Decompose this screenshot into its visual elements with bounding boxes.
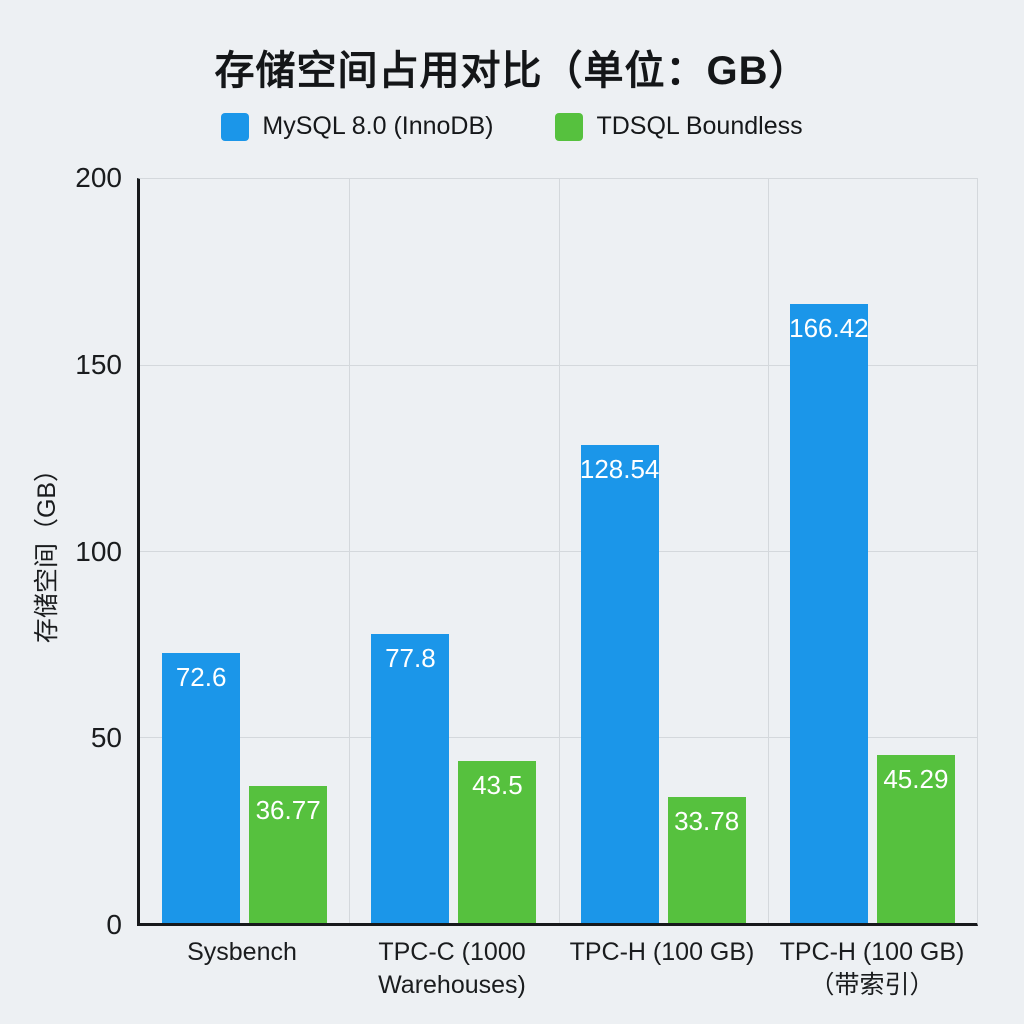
legend-label: TDSQL Boundless: [596, 112, 803, 140]
bar: 36.77: [249, 786, 328, 923]
bar-value-label: 43.5: [472, 770, 523, 801]
y-axis-ticks: 0 50 100 150 200: [0, 162, 122, 940]
bar-value-label: 45.29: [883, 763, 949, 794]
x-tick-label: TPC-H (100 GB)（带索引）: [779, 938, 965, 999]
bar-value-label: 128.54: [579, 453, 660, 484]
legend-swatch: [555, 112, 584, 141]
bar-group: 72.6 36.77: [140, 179, 349, 923]
y-tick-label: 150: [75, 348, 122, 380]
bar: 33.78: [667, 797, 746, 923]
y-tick-label: 50: [90, 722, 122, 754]
chart-title: 存储空间占用对比（单位：GB）: [214, 49, 810, 93]
x-tick-label: TPC-H (100 GB): [569, 938, 755, 966]
legend-label: MySQL 8.0 (InnoDB): [262, 112, 494, 140]
bar-value-label: 33.78: [674, 806, 740, 837]
x-tick-label: TPC-C (1000 Warehouses): [378, 938, 526, 999]
bar: 166.42: [789, 303, 869, 923]
y-tick-label: 0: [106, 909, 122, 940]
bar: 45.29: [876, 754, 955, 923]
bar-value-label: 36.77: [255, 795, 321, 826]
y-tick-label: 100: [75, 535, 122, 567]
bar-value-label: 72.6: [175, 661, 227, 692]
y-tick-label: 200: [75, 162, 122, 193]
legend: MySQL 8.0 (InnoDB) TDSQL Boundless: [0, 112, 1024, 141]
bar-value-label: 77.8: [385, 642, 436, 673]
bar-value-label: 166.42: [789, 312, 869, 343]
bar: 72.6: [162, 652, 241, 923]
x-axis-labels: Sysbench TPC-C (1000 Warehouses) TPC-H (10…: [137, 936, 977, 1001]
gridline: [558, 179, 560, 923]
bar-group: 166.42 45.29: [768, 179, 977, 923]
legend-item: MySQL 8.0 (InnoDB): [221, 112, 493, 141]
legend-swatch: [221, 112, 250, 141]
x-tick-label: Sysbench: [187, 938, 297, 966]
gridline: [349, 179, 351, 923]
bar-group: 77.8 43.5: [349, 179, 558, 923]
legend-item: TDSQL Boundless: [555, 112, 803, 141]
gridline: [767, 179, 769, 923]
bar: 43.5: [458, 761, 537, 923]
plot-area: 72.6 36.77 77.8 43.5 128.54 33.78 166.42 45.29: [137, 178, 978, 926]
bar: 77.8: [371, 633, 450, 923]
bar: 128.54: [579, 444, 660, 923]
bar-group: 128.54 33.78: [559, 179, 768, 923]
